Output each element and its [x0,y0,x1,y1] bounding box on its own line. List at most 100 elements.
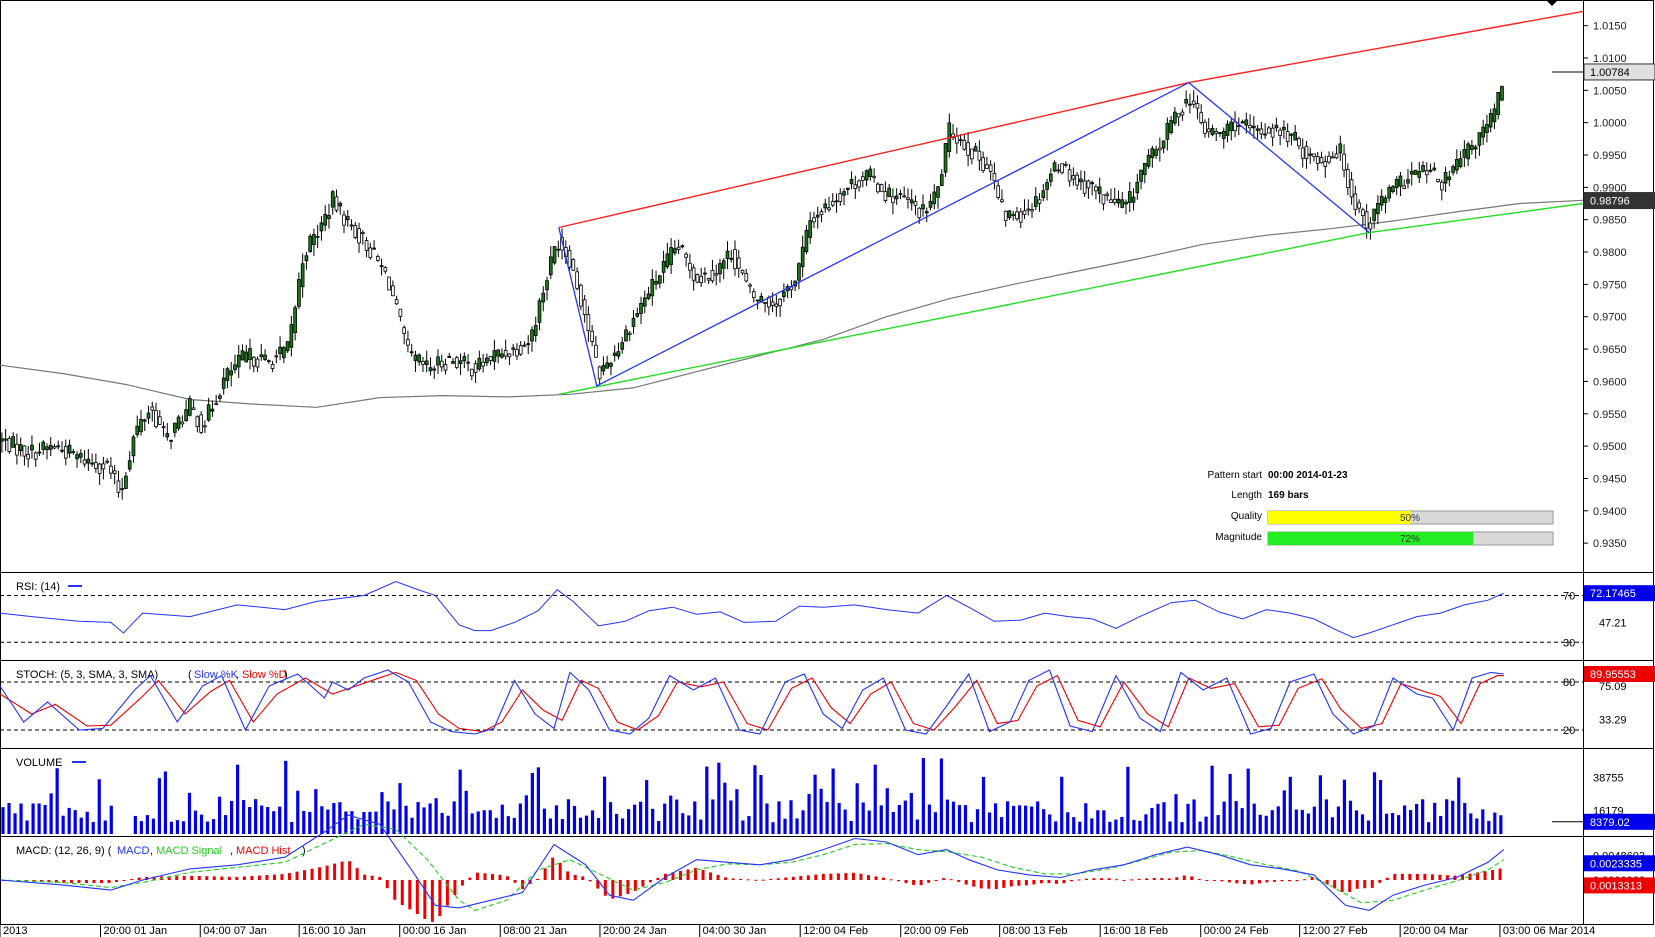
stoch-k-line [0,669,1504,735]
macd-hist-bar [806,875,810,880]
bearish-candle [116,480,121,493]
volume-bar [855,783,859,834]
macd-hist-bar [1363,880,1367,889]
macd-hist-bar [1190,876,1194,880]
volume-bar [849,821,853,834]
macd-hist-bar [445,880,449,906]
macd-hist-bar [408,880,412,910]
bullish-candle [1391,186,1395,193]
bullish-candle [939,174,944,186]
volume-bar [145,815,149,834]
bullish-candle [601,365,606,372]
volume-bar [1210,765,1214,834]
bearish-candle [1003,210,1008,222]
volume-bar [386,801,390,834]
volume-bar [1228,773,1232,834]
bullish-candle [67,444,72,454]
bullish-candle [1379,195,1384,206]
macd-hist-bar [927,880,931,883]
macd-hist-bar [979,880,983,889]
volume-bar [566,799,571,834]
price-tick-label: 0.9500 [1593,441,1627,453]
volume-bar [266,807,270,834]
volume-bar [783,818,787,834]
macd-hist-bar [107,880,111,884]
volume-bar [205,821,210,834]
volume-bar [1396,815,1401,834]
bullish-candle [244,351,249,363]
bearish-candle [981,157,985,172]
bullish-candle [172,422,177,433]
volume-bar [560,819,565,834]
macd-hist-bar [799,876,803,880]
volume-bar [290,822,294,834]
quality-bar-fill [1268,511,1411,524]
volume-bar [813,774,817,834]
macd-hist-bar [761,879,765,881]
volume-bar [771,822,775,834]
bearish-candle [1312,153,1316,157]
macd-hist-bar [678,870,682,880]
macd-hist-bar [859,873,863,880]
bullish-candle [1188,103,1192,106]
volume-bar [1060,776,1064,834]
bullish-candle [541,292,546,303]
volume-title: VOLUME [16,757,62,769]
macd-hist-bar [528,880,532,884]
bearish-candle [1285,131,1290,142]
bullish-candle [755,299,760,302]
bullish-candle [1447,176,1452,181]
bearish-candle [1267,127,1271,134]
bearish-candle [515,349,519,357]
macd-hist-bar [77,880,81,884]
bullish-candle [808,220,813,238]
bearish-candle [255,358,260,368]
bullish-candle [308,235,312,252]
bearish-candle [857,180,861,188]
volume-bar [993,803,998,834]
volume-bar [1078,821,1082,834]
macd-hist-bar [483,873,487,880]
time-tick-label: 12:00 04 Feb [803,925,868,937]
bearish-candle [699,275,703,283]
volume-bar [1150,807,1154,834]
stoch-mid-label: 75.09 [1599,681,1627,693]
macd-hist-bar [844,873,848,880]
bullish-candle [409,351,414,354]
bearish-candle [1248,124,1252,129]
macd-hist-bar [1212,880,1216,881]
bullish-candle [176,416,181,429]
volume-bar [73,810,77,834]
bullish-candle [1120,199,1125,208]
bearish-candle [1259,128,1264,135]
bearish-candle [676,246,681,250]
volume-bar [109,805,113,834]
rsi-line [0,580,1505,639]
volume-bar [199,814,204,834]
bearish-candle [1315,156,1320,164]
macd-hist-bar [566,871,570,880]
volume-bar [1222,801,1226,834]
bearish-candle [105,460,109,463]
bearish-candle [1436,178,1440,182]
bearish-candle [1304,145,1309,159]
bearish-candle [1206,128,1211,133]
macd-hist-bar [671,872,675,880]
bearish-candle [1300,147,1305,159]
volume-bar [1252,803,1256,834]
bearish-candle [1424,170,1429,176]
macd-hist-bar [1438,874,1442,880]
bearish-candle [101,463,106,470]
bearish-candle [876,183,880,193]
macd-hist-bar [190,875,194,880]
bullish-candle [1161,140,1166,149]
bullish-candle [1428,169,1433,172]
bullish-candle [1127,191,1132,203]
macd-hist-bar [1145,878,1149,880]
bullish-candle [282,347,286,359]
time-tick-label: 20:00 01 Jan [104,925,168,937]
stoch-title: STOCH: (5, 3, SMA, 3, SMA) [16,669,158,681]
macd-legend-hist: MACD Hist [236,845,290,857]
bullish-candle [1372,208,1376,221]
bearish-candle [214,403,219,405]
